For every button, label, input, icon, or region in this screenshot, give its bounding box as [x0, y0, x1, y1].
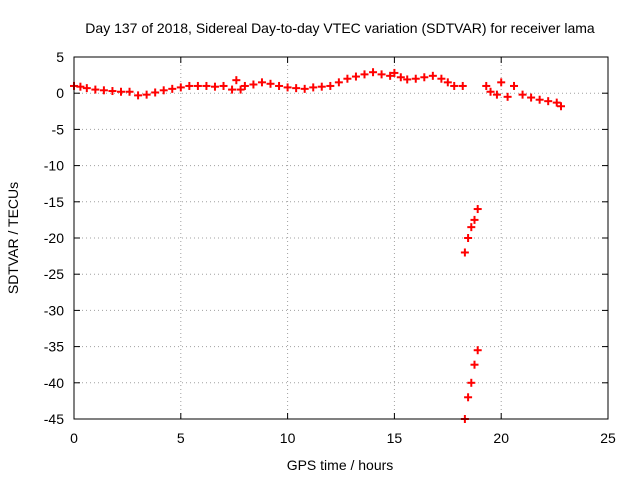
data-point — [535, 95, 544, 104]
x-tick-label: 5 — [177, 430, 185, 446]
y-tick-label: -5 — [52, 121, 65, 137]
data-points — [70, 68, 566, 423]
data-point — [228, 85, 237, 94]
x-tick-label: 15 — [387, 430, 403, 446]
y-tick-label: -45 — [44, 411, 64, 427]
y-tick-label: -25 — [44, 266, 64, 282]
data-point — [467, 223, 476, 232]
data-point — [470, 215, 479, 224]
data-point — [219, 81, 228, 90]
data-point — [159, 86, 168, 95]
x-tick-label: 10 — [280, 430, 296, 446]
x-axis-label: GPS time / hours — [287, 457, 394, 473]
y-axis-ticks: 5 0 -5 -10 -15 -20 -25 -30 -35 -40 -45 — [44, 49, 608, 427]
x-tick-label: 0 — [70, 430, 78, 446]
data-point — [497, 78, 506, 87]
y-tick-label: -40 — [44, 375, 64, 391]
data-point — [428, 71, 437, 80]
data-point — [185, 81, 194, 90]
data-point — [210, 82, 219, 91]
x-tick-label: 25 — [600, 430, 616, 446]
data-point — [482, 81, 491, 90]
x-tick-label: 20 — [493, 430, 509, 446]
data-point — [334, 78, 343, 87]
data-point — [82, 84, 91, 93]
data-point — [176, 83, 185, 92]
data-point — [411, 74, 420, 83]
data-point — [116, 87, 125, 96]
data-point — [458, 81, 467, 90]
data-point — [518, 90, 527, 99]
y-tick-label: 5 — [56, 49, 64, 65]
data-point — [386, 71, 395, 80]
data-point — [236, 85, 245, 94]
chart-title: Day 137 of 2018, Sidereal Day-to-day VTE… — [85, 20, 595, 36]
y-tick-label: -30 — [44, 302, 64, 318]
data-point — [134, 91, 143, 100]
y-tick-label: -10 — [44, 158, 64, 174]
data-point — [557, 102, 566, 111]
data-point — [343, 74, 352, 83]
data-point — [125, 87, 134, 96]
data-point — [142, 90, 151, 99]
data-point — [552, 98, 561, 107]
data-point — [503, 92, 512, 101]
data-point — [510, 81, 519, 90]
data-point — [486, 87, 495, 96]
data-point — [473, 205, 482, 214]
data-point — [275, 81, 284, 90]
data-point — [283, 83, 292, 92]
data-point — [292, 84, 301, 93]
data-point — [202, 81, 211, 90]
data-point — [464, 234, 473, 242]
data-point — [151, 88, 160, 97]
data-point — [369, 68, 378, 77]
data-point — [266, 79, 275, 88]
data-point — [420, 73, 429, 82]
data-point — [99, 86, 108, 95]
data-point — [403, 75, 412, 84]
y-tick-label: -35 — [44, 339, 64, 355]
data-point — [443, 78, 452, 87]
data-point — [464, 393, 473, 402]
y-tick-label: -15 — [44, 194, 64, 210]
data-point — [168, 84, 177, 93]
data-point — [91, 85, 100, 94]
data-point — [249, 80, 258, 89]
data-point — [470, 360, 479, 369]
data-point — [257, 78, 266, 87]
data-point — [437, 74, 446, 83]
data-point — [300, 84, 309, 93]
data-point — [317, 82, 326, 91]
data-point — [377, 70, 386, 79]
data-point — [240, 81, 249, 90]
data-point — [460, 248, 469, 257]
data-point — [193, 81, 202, 90]
data-point — [492, 90, 501, 99]
data-point — [544, 97, 553, 106]
data-point — [309, 83, 318, 92]
y-tick-label: -20 — [44, 230, 64, 246]
data-point — [360, 70, 369, 79]
y-tick-label: 0 — [56, 85, 64, 101]
data-point — [390, 68, 399, 77]
data-point — [232, 76, 241, 85]
x-axis-ticks: 0 5 10 15 20 25 — [70, 57, 616, 446]
data-point — [467, 378, 476, 387]
data-point — [473, 346, 482, 355]
data-point — [76, 82, 85, 91]
y-axis-label: SDTVAR / TECUs — [5, 182, 21, 294]
data-point — [108, 87, 117, 96]
data-point — [527, 93, 536, 102]
data-point — [351, 72, 360, 81]
data-point — [326, 81, 335, 90]
data-point — [450, 81, 459, 90]
grid-lines — [74, 57, 608, 419]
data-point — [396, 73, 405, 82]
